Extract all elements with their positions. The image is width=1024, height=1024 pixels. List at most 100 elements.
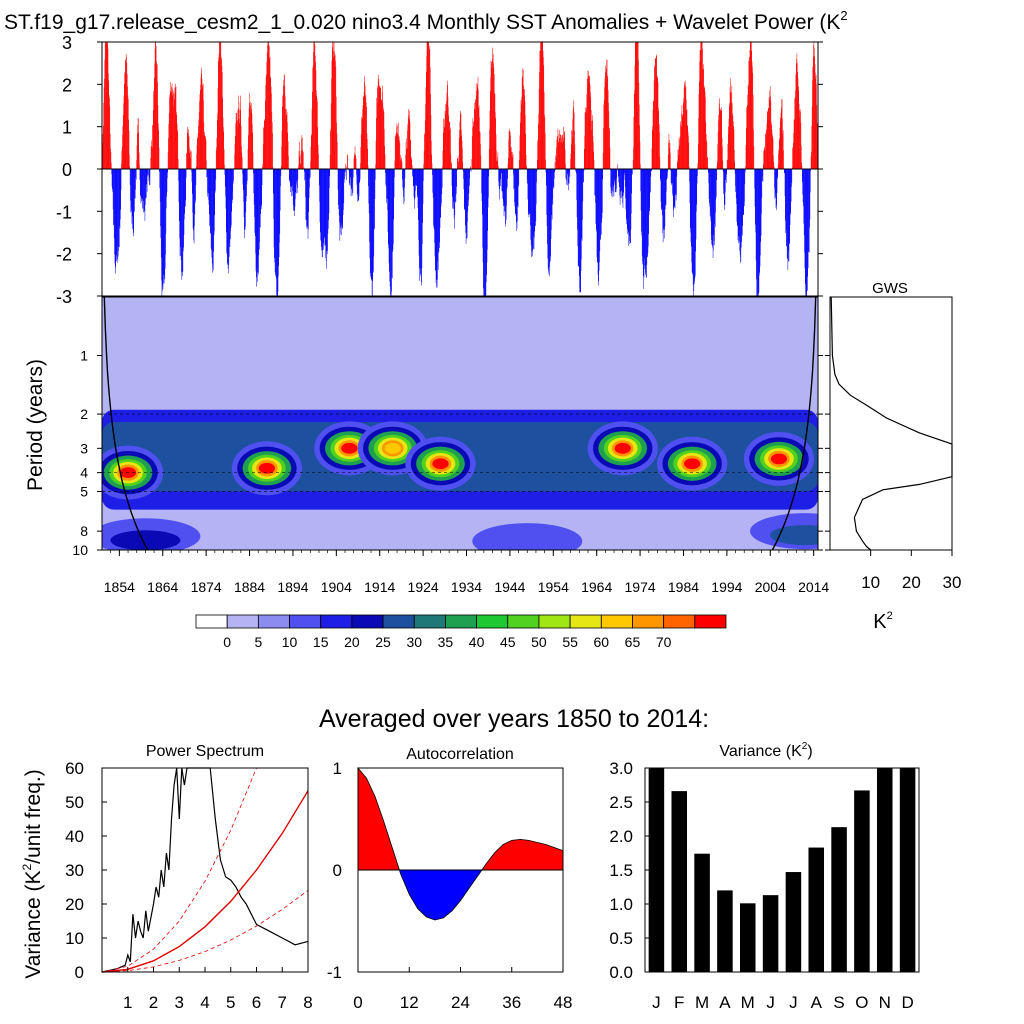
anomaly-bar xyxy=(343,169,345,204)
anomaly-bar xyxy=(704,91,706,169)
anomaly-bar xyxy=(794,119,795,169)
anomaly-bar xyxy=(542,50,544,169)
anomaly-bar xyxy=(382,85,383,169)
anomaly-bar xyxy=(130,169,132,212)
anomaly-bar xyxy=(172,88,173,169)
anomaly-bar xyxy=(786,169,787,247)
anomaly-bar xyxy=(352,169,354,178)
anomaly-bar xyxy=(803,169,805,236)
anomaly-bar xyxy=(171,92,172,169)
anomaly-bar xyxy=(772,136,773,169)
anomaly-bar xyxy=(150,145,152,169)
anomaly-bar xyxy=(744,169,745,207)
colorbar-cell xyxy=(195,614,228,629)
anomaly-bar xyxy=(211,169,212,250)
anomaly-bar xyxy=(774,169,776,199)
anomaly-bar xyxy=(218,53,220,170)
anomaly-bar xyxy=(170,91,171,169)
anomaly-bar xyxy=(645,169,646,275)
anomaly-bar xyxy=(163,169,164,284)
anomaly-bar xyxy=(435,169,436,270)
anomaly-bar xyxy=(278,169,279,277)
anomaly-bar xyxy=(211,169,213,258)
anomaly-bar xyxy=(705,134,707,169)
anomaly-bar xyxy=(404,169,405,188)
anomaly-bar xyxy=(659,131,660,169)
anomaly-bar xyxy=(314,55,316,169)
autocorrelation-area xyxy=(357,766,564,921)
anomaly-bar xyxy=(317,127,319,169)
anomaly-bar xyxy=(214,169,215,232)
anomaly-bar xyxy=(178,169,180,203)
anomaly-bar xyxy=(498,169,500,187)
anomaly-bar xyxy=(265,100,266,169)
anomaly-bar xyxy=(764,150,766,169)
anomaly-bar xyxy=(661,169,663,210)
anomaly-bar xyxy=(182,169,183,277)
anomaly-bar xyxy=(484,169,486,296)
anomaly-bar xyxy=(375,140,377,169)
anomaly-bar xyxy=(791,169,792,187)
anomaly-bar xyxy=(174,93,175,169)
anomaly-bar xyxy=(206,160,207,169)
mv-y-tick-label: 2.0 xyxy=(609,827,633,846)
anomaly-bar xyxy=(592,136,594,169)
anomaly-bar xyxy=(354,146,356,169)
anomaly-bar xyxy=(330,129,332,169)
anomaly-bar xyxy=(336,122,337,169)
anomaly-bar xyxy=(463,169,465,190)
anomaly-bar xyxy=(286,111,288,169)
anomaly-bar xyxy=(618,169,619,177)
anomaly-bar xyxy=(216,120,218,169)
anomaly-bar xyxy=(471,159,473,169)
anomaly-bar xyxy=(466,169,468,238)
anomaly-bar xyxy=(656,54,657,170)
anomaly-bar xyxy=(765,132,767,169)
anomaly-bar xyxy=(649,169,651,192)
anomaly-bar xyxy=(122,125,124,169)
anomaly-bar xyxy=(181,169,183,280)
anomaly-bar xyxy=(524,95,525,169)
anomaly-bar xyxy=(539,50,541,169)
anomaly-bar xyxy=(143,169,144,213)
anomaly-bar xyxy=(401,161,403,169)
anomaly-bar xyxy=(192,169,193,194)
anomaly-bar xyxy=(414,169,416,198)
anomaly-bar xyxy=(563,126,564,169)
anomaly-bar xyxy=(316,90,317,169)
anomaly-bar xyxy=(679,139,680,169)
anomaly-bar xyxy=(271,111,273,169)
anomaly-bar xyxy=(723,169,725,205)
anomaly-bar xyxy=(654,58,656,169)
anomaly-bar xyxy=(614,169,615,180)
anomaly-bar xyxy=(283,80,285,169)
anomaly-bar xyxy=(360,147,362,169)
anomaly-bar xyxy=(133,169,134,233)
anomaly-bar xyxy=(544,117,546,169)
anomaly-bar xyxy=(293,169,295,211)
anomaly-bar xyxy=(535,169,536,227)
anomaly-bar xyxy=(639,104,640,169)
anomaly-bar xyxy=(556,136,558,169)
anomaly-bar xyxy=(149,169,150,179)
anomaly-bar xyxy=(582,169,584,182)
anomaly-bar xyxy=(305,169,306,197)
anomaly-bar xyxy=(138,132,140,169)
anomaly-bar xyxy=(233,167,235,169)
anomaly-bar xyxy=(183,169,185,235)
anomaly-bar xyxy=(134,169,135,212)
anomaly-bar xyxy=(365,102,367,169)
anomaly-bar xyxy=(111,169,112,175)
anomaly-bar xyxy=(504,169,506,213)
anomaly-bar xyxy=(568,169,569,184)
anomaly-bar xyxy=(628,169,629,233)
anomaly-bar xyxy=(393,169,395,198)
anomaly-bar xyxy=(175,88,176,169)
anomaly-bar xyxy=(533,169,534,249)
anomaly-bar xyxy=(669,139,670,169)
colorbar-label: 20 xyxy=(344,634,360,650)
anomaly-bar xyxy=(686,109,687,169)
anomaly-bar xyxy=(730,78,731,169)
anomaly-bar xyxy=(343,169,345,183)
anomaly-bar xyxy=(624,169,625,175)
